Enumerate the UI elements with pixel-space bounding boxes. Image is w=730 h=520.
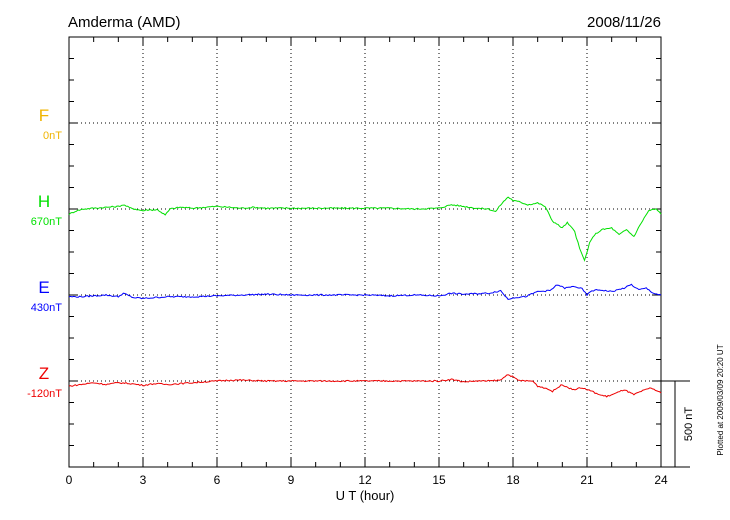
grid: [69, 37, 661, 467]
series-label-e: E: [38, 278, 49, 297]
series-baseline-z: -120nT: [27, 388, 62, 400]
x-tick-label: 18: [506, 473, 520, 487]
x-tick-label: 0: [66, 473, 73, 487]
x-tick-label: 12: [358, 473, 372, 487]
plotted-at-note: Plotted at 2009/03/09 20:20 UT: [716, 344, 725, 455]
y-minor-ticks: [69, 58, 661, 446]
series-traces: [68, 196, 662, 398]
series-baseline-h: 670nT: [31, 216, 62, 228]
x-tick-label: 15: [432, 473, 446, 487]
x-tick-label: 9: [288, 473, 295, 487]
station-title: Amderma (AMD): [68, 14, 181, 31]
x-tick-label: 6: [214, 473, 221, 487]
scale-bar-label: 500 nT: [683, 407, 695, 442]
x-tick-label: 21: [580, 473, 594, 487]
series-labels: F 0nT H 670nT E 430nT Z -120nT: [27, 106, 62, 400]
series-line-z: [68, 374, 662, 398]
scale-bar: 500 nT: [661, 380, 695, 468]
x-axis-label: U T (hour): [336, 488, 395, 503]
series-line-e: [68, 283, 662, 300]
series-label-h: H: [38, 192, 50, 211]
series-line-h: [68, 196, 662, 262]
series-baseline-e: 430nT: [31, 302, 62, 314]
series-label-f: F: [39, 106, 49, 125]
date-label: 2008/11/26: [587, 14, 661, 31]
x-tick-label: 3: [140, 473, 147, 487]
x-tick-label: 24: [654, 473, 668, 487]
series-baseline-f: 0nT: [43, 130, 62, 142]
series-label-z: Z: [39, 364, 49, 383]
x-axis-ticks: [68, 37, 662, 467]
x-axis-tick-labels: 0 3 6 9 12 15 18 21 24: [66, 473, 668, 487]
